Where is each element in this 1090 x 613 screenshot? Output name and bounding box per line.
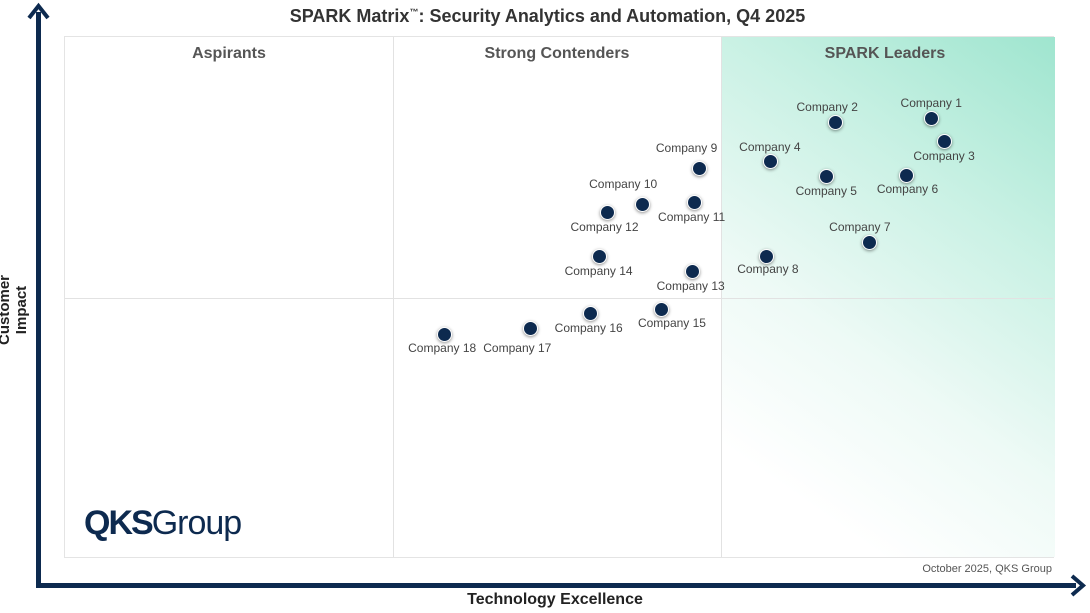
data-point-label: Company 5 — [795, 183, 857, 198]
x-axis-arrow-icon — [1070, 574, 1087, 597]
y-axis-line — [36, 12, 41, 588]
footnote: October 2025, QKS Group — [922, 563, 1052, 575]
data-point — [523, 320, 539, 336]
data-point-label: Company 6 — [876, 181, 939, 196]
divider-vertical-2 — [721, 37, 722, 557]
data-point — [861, 235, 877, 251]
plot-area: Aspirants Strong Contenders SPARK Leader… — [64, 36, 1055, 558]
data-point-label: Company 17 — [483, 340, 552, 355]
data-point-label: Company 14 — [564, 263, 633, 278]
data-point-label: Company 4 — [739, 139, 801, 154]
chart-title: SPARK Matrix™: Security Analytics and Au… — [0, 6, 1090, 27]
trademark-mark: ™ — [409, 7, 419, 17]
data-point — [898, 167, 914, 183]
quadrant-label-aspirants: Aspirants — [192, 45, 266, 62]
data-point-label: Company 16 — [554, 321, 623, 336]
quadrant-label-strong-contenders: Strong Contenders — [484, 45, 630, 62]
title-main: SPARK Matrix — [289, 6, 410, 26]
data-point — [582, 306, 598, 322]
data-point-label: Company 9 — [655, 141, 718, 156]
data-point — [653, 302, 669, 317]
data-point-label: Company 7 — [829, 220, 891, 235]
data-point — [819, 168, 835, 184]
data-point-label: Company 10 — [589, 177, 658, 192]
data-point — [762, 153, 778, 169]
logo-bold: QKS — [84, 504, 154, 542]
data-point-label: Company 18 — [408, 340, 477, 355]
data-point — [684, 263, 700, 279]
data-point — [924, 110, 940, 126]
leaders-gradient — [721, 37, 1055, 557]
data-point — [599, 204, 615, 220]
quadrant-label-spark-leaders: SPARK Leaders — [824, 45, 946, 62]
data-point-label: Company 8 — [737, 261, 799, 276]
logo-rest: Group — [151, 504, 242, 542]
data-point — [691, 161, 707, 177]
qks-group-logo: QKSGroup — [84, 504, 242, 543]
y-axis-arrow-icon — [27, 2, 50, 20]
data-point — [591, 248, 607, 264]
x-axis-line — [36, 583, 1076, 588]
data-point — [635, 197, 651, 213]
data-point-label: Company 15 — [637, 316, 706, 330]
data-point — [937, 133, 953, 149]
data-point-label: Company 13 — [656, 278, 725, 293]
divider-vertical-1 — [393, 37, 394, 557]
x-axis-label: Technology Excellence — [467, 591, 643, 608]
data-point-label: Company 1 — [900, 95, 962, 110]
data-point — [437, 326, 453, 342]
data-point-label: Company 11 — [658, 209, 726, 224]
title-rest: : Security Analytics and Automation, Q4 … — [418, 6, 806, 26]
data-point — [828, 115, 844, 131]
points-layer: Company 1 Company 2 Company 3 Company 4 Comp… — [64, 36, 1054, 558]
y-axis-label: Customer Impact — [0, 275, 30, 346]
data-point-label: Company 3 — [913, 148, 975, 163]
data-point — [758, 248, 774, 264]
divider-horizontal — [65, 298, 1053, 299]
data-point-label: Company 2 — [796, 100, 858, 115]
data-point-label: Company 12 — [570, 219, 639, 234]
data-point — [686, 194, 702, 210]
